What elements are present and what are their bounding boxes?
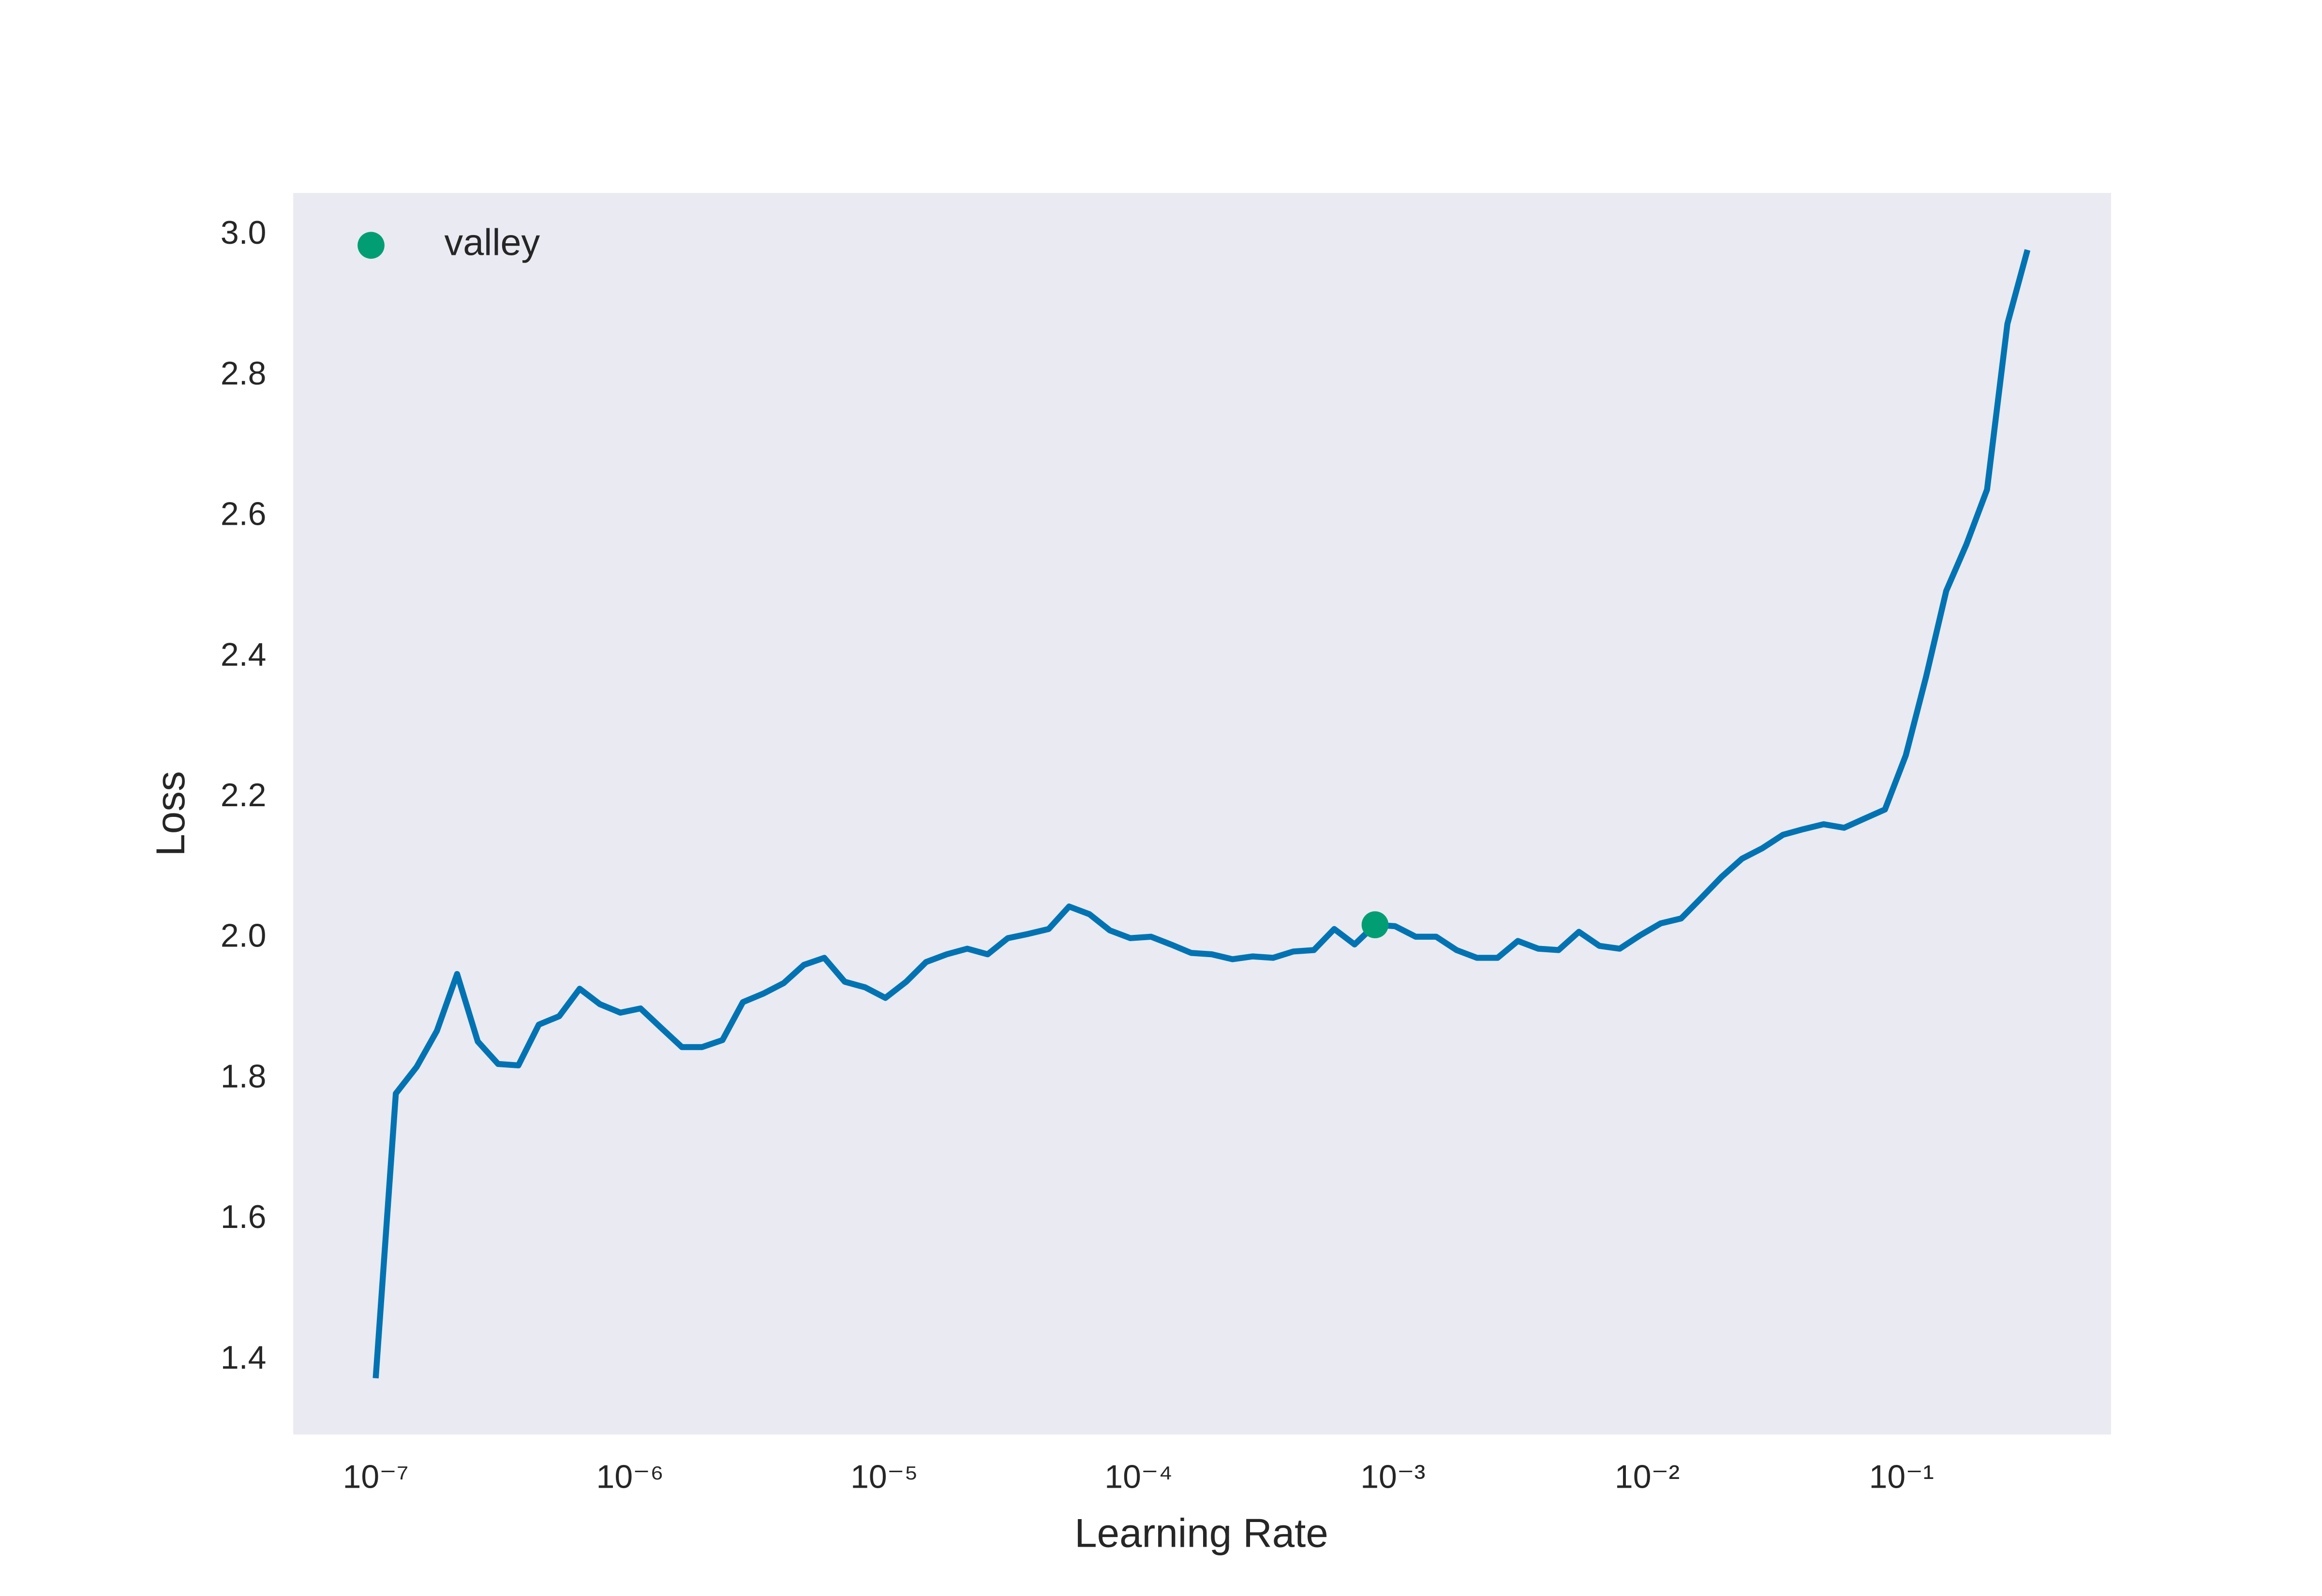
y-axis-label: Loss (148, 771, 193, 856)
x-tick-label: 10⁻¹ (1869, 1459, 1934, 1495)
y-tick-label: 1.4 (221, 1339, 267, 1376)
y-tick-label: 2.2 (221, 777, 267, 813)
y-tick-label: 1.6 (221, 1198, 267, 1235)
valley-point (1361, 911, 1389, 938)
legend-marker (357, 232, 385, 259)
loss-line (372, 249, 2031, 1379)
y-tick-label: 2.6 (221, 496, 267, 532)
x-tick-label: 10⁻⁶ (596, 1459, 664, 1495)
x-axis-label: Learning Rate (1074, 1510, 1328, 1555)
legend-label: valley (445, 222, 540, 264)
plot-area (293, 192, 2111, 1434)
x-tick-label: 10⁻³ (1360, 1459, 1425, 1495)
y-tick-label: 2.0 (221, 917, 267, 954)
x-tick-label: 10⁻² (1615, 1459, 1680, 1495)
y-tick-label: 3.0 (221, 214, 267, 251)
x-tick-label: 10⁻⁷ (343, 1459, 409, 1495)
x-tick-label: 10⁻⁵ (850, 1459, 918, 1495)
y-tick-label: 1.8 (221, 1058, 267, 1094)
y-tick-label: 2.4 (221, 636, 267, 673)
y-tick-label: 2.8 (221, 355, 267, 392)
x-tick-label: 10⁻⁴ (1104, 1459, 1173, 1495)
